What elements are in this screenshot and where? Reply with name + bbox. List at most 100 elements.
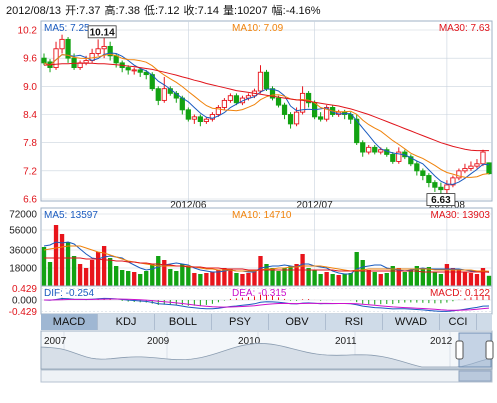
candle-body — [41, 57, 47, 64]
volume-bar — [480, 268, 486, 286]
candle-body — [197, 116, 203, 122]
candle-body — [257, 71, 264, 92]
tab-obv[interactable]: OBV — [269, 314, 326, 330]
volume-y-tick-label: 72000 — [9, 210, 37, 221]
volume-bar — [132, 272, 137, 286]
overview-x-tick-label: 2011 — [335, 336, 357, 347]
tab-kdj[interactable]: KDJ — [98, 314, 155, 330]
volume-bar — [450, 268, 456, 286]
volume-bar — [360, 260, 365, 286]
volume-bar — [204, 273, 209, 286]
macd-dea-line — [44, 298, 490, 311]
low-value: 7.12 — [158, 5, 180, 17]
candle-body — [281, 104, 288, 115]
volume-bar — [276, 271, 281, 286]
volume-bar — [294, 264, 299, 286]
close-label: 收: — [183, 5, 198, 17]
volume-bar — [180, 264, 185, 286]
candle-body — [366, 146, 372, 153]
volume-bar — [420, 268, 426, 286]
volume-bar — [282, 268, 287, 286]
price-legend: MA5: 7.25 MA10: 7.09 MA30: 7.63 — [44, 23, 490, 34]
legend-label: MA30: 13903 — [431, 210, 491, 221]
overview-left-handle[interactable] — [455, 340, 464, 360]
price-y-tick-label: 9.0 — [23, 82, 37, 93]
tab-psy[interactable]: PSY — [212, 314, 269, 330]
high-value: 7.38 — [118, 5, 141, 17]
volume-bar — [228, 269, 233, 286]
candle-body — [203, 118, 209, 122]
volume-y-axis: 72000 56000 36000 18000 — [9, 210, 37, 275]
candle-body — [444, 184, 450, 191]
tab-macd[interactable]: MACD — [41, 314, 98, 330]
close-value: 7.14 — [197, 5, 219, 17]
tab-wvad[interactable]: WVAD — [383, 314, 440, 330]
price-y-tick-label: 7.2 — [23, 166, 37, 177]
volume-bar — [372, 272, 377, 286]
change-value: -4.16% — [285, 5, 321, 17]
volume-bar — [126, 271, 131, 286]
candle-body — [287, 114, 294, 125]
overview-scroll-thumb[interactable] — [458, 370, 492, 382]
candle-body — [185, 109, 191, 120]
volume-bar — [95, 252, 101, 286]
candle-body — [468, 165, 474, 169]
price-candles — [41, 32, 492, 198]
candle-body — [275, 97, 282, 106]
volume-bar — [174, 271, 179, 286]
macd-lines — [43, 297, 490, 312]
volume-bar — [486, 275, 492, 286]
volume-y-tick-label: 18000 — [9, 264, 37, 275]
overview-right-handle[interactable] — [485, 340, 494, 360]
candle-body — [378, 149, 384, 153]
overview-scrollbar[interactable] — [40, 369, 493, 383]
macd-y-tick-label: -0.429 — [9, 307, 38, 318]
candle-body — [101, 45, 107, 50]
candle-body — [474, 163, 480, 167]
price-ma-lines — [43, 52, 490, 185]
tab-boll[interactable]: BOLL — [155, 314, 212, 330]
legend-label: MA10: 7.09 — [232, 23, 284, 34]
tab-cci[interactable]: CCI — [440, 314, 477, 330]
candle-body — [113, 55, 119, 64]
candle-body — [360, 142, 366, 153]
low-label: 低: — [144, 5, 159, 17]
volume-bar — [83, 268, 89, 286]
volume-bar — [47, 262, 53, 286]
legend-label: MA5: 13597 — [44, 210, 98, 221]
price-y-tick-label: 7.8 — [23, 138, 37, 149]
legend-label: DIF: -0.254 — [44, 288, 94, 299]
volume-bar — [198, 274, 203, 286]
volume-bar — [71, 256, 77, 286]
volume-bar — [216, 270, 221, 286]
candle-body — [438, 186, 444, 191]
candle-body — [299, 92, 306, 113]
overview-x-tick-label: 2009 — [147, 336, 170, 347]
candle-body — [263, 71, 270, 90]
macd-legend: DIF: -0.254 DEA: -0.315 MACD: 0.122 — [44, 288, 490, 299]
price-y-tick-label: 8.4 — [23, 110, 37, 121]
volume-bar — [312, 270, 317, 286]
legend-label: MACD: 0.122 — [430, 288, 490, 299]
volume-bar — [162, 260, 167, 286]
candle-body — [426, 175, 432, 184]
volume-bar — [330, 274, 335, 286]
candle-body — [318, 116, 324, 120]
indicator-tabs: MACD KDJ BOLL PSY OBV RSI WVAD CCI — [41, 314, 492, 330]
volume-bar — [192, 273, 197, 286]
price-annotation-label: 10.14 — [90, 27, 115, 38]
candle-body — [161, 88, 167, 101]
volume-bar — [138, 274, 143, 286]
high-label: 高: — [104, 5, 119, 17]
candle-body — [480, 151, 486, 165]
price-x-tick-label: 2012/07 — [297, 200, 334, 211]
price-y-tick-label: 10.2 — [18, 26, 38, 37]
legend-label: MA10: 14710 — [232, 210, 292, 221]
volume-ma-lines — [43, 241, 490, 275]
volume-ma10-line — [43, 245, 490, 272]
legend-label: MA30: 7.63 — [439, 23, 491, 34]
macd-y-tick-label: 0.000 — [12, 296, 37, 307]
tab-rsi[interactable]: RSI — [326, 314, 383, 330]
volume-bar — [114, 266, 119, 286]
